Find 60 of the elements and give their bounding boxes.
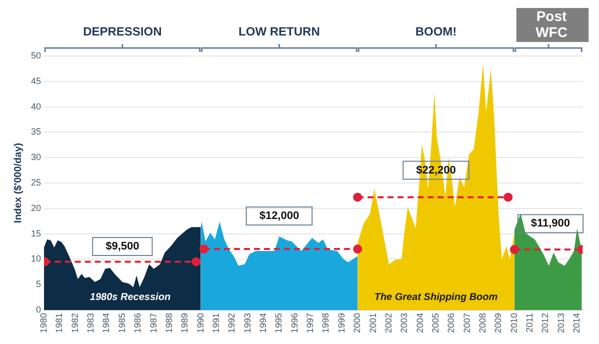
x-tick-label: 1994 — [258, 312, 268, 334]
x-tick-label: 2012 — [540, 312, 550, 334]
x-tick-label: 2001 — [368, 312, 378, 334]
x-tick-label: 1999 — [336, 312, 346, 334]
x-tick-label: 1989 — [180, 312, 190, 334]
x-tick-label: 1998 — [320, 312, 331, 334]
x-tick-label: 1986 — [132, 312, 143, 334]
text: LOW RETURN — [238, 24, 320, 38]
y-tick-label: 0 — [36, 304, 42, 314]
x-tick-label: 1985 — [116, 312, 127, 334]
x-tick-label: 1991 — [210, 312, 221, 334]
x-tick-label: 1983 — [86, 312, 96, 334]
y-tick-label: 20 — [30, 202, 42, 213]
y-tick-label: 45 — [30, 76, 42, 86]
x-tick-label: 2002 — [383, 312, 394, 334]
point — [199, 244, 208, 254]
annotation: $9,500 — [106, 240, 140, 253]
x-tick-label: 2014 — [572, 312, 582, 334]
annotation: $11,900 — [530, 218, 570, 230]
y-axis-title: Index ($'000/day) — [12, 142, 24, 224]
x-tick-label: 2007 — [462, 312, 472, 334]
x-tick-label: 2006 — [446, 312, 456, 334]
x-tick-label: 2010 — [508, 312, 519, 334]
x-tick-label: 1984 — [101, 312, 112, 334]
x-tick-label: 1990 — [195, 312, 206, 334]
annotation: $12,000 — [259, 210, 300, 222]
point — [353, 244, 362, 254]
x-tick-label: 2009 — [493, 312, 504, 334]
x-tick-label: 1997 — [305, 312, 316, 334]
x-tick-label: 1982 — [70, 312, 80, 334]
annotation: 1980s Recession — [90, 292, 171, 304]
x-tick-label: 1995 — [274, 312, 284, 334]
y-tick-label: 50 — [30, 50, 42, 60]
text: BOOM! — [415, 24, 457, 38]
x-tick-label: 1996 — [289, 312, 300, 334]
y-tick-label: 5 — [36, 279, 42, 290]
x-tick-label: 2008 — [478, 312, 488, 334]
x-tick-label: 2004 — [414, 312, 425, 334]
point — [353, 192, 362, 202]
text: Post WFC — [536, 8, 568, 40]
x-tick-label: 2003 — [399, 312, 410, 334]
x-tick-label: 1993 — [242, 312, 252, 334]
x-tick-label: 2011 — [524, 312, 535, 332]
x-tick-label: 1988 — [164, 312, 174, 334]
x-tick-label: 2013 — [556, 312, 566, 334]
y-tick-label: 15 — [30, 228, 42, 238]
x-tick-label: 1992 — [226, 312, 237, 334]
x-tick-label: 2000 — [352, 312, 362, 334]
y-tick-label: 35 — [30, 126, 42, 137]
x-tick-label: 2005 — [430, 312, 440, 334]
y-tick-label: 25 — [30, 177, 42, 188]
point — [504, 192, 513, 202]
x-tick-label: 1980 — [38, 312, 48, 334]
text: DEPRESSION — [83, 24, 162, 38]
y-tick-label: 30 — [30, 152, 42, 162]
y-tick-label: 10 — [30, 254, 42, 264]
annotation: The Great Shipping Boom — [374, 292, 498, 304]
x-tick-label: 1987 — [148, 312, 158, 334]
y-tick-label: 40 — [30, 101, 42, 112]
x-tick-label: 1981 — [54, 312, 64, 334]
